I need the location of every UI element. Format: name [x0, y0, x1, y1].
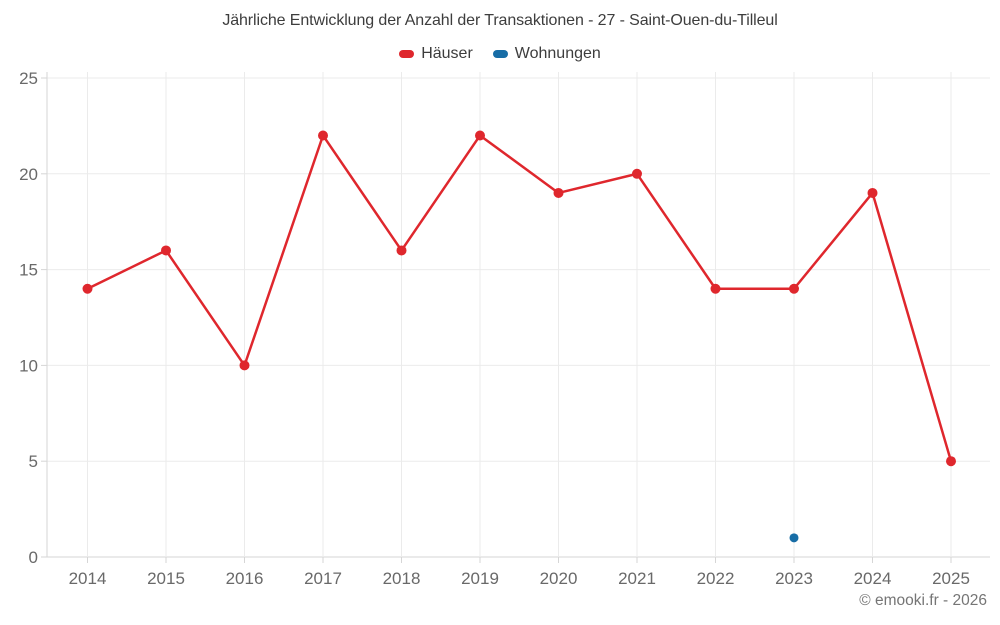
x-axis-tick-label: 2025: [932, 569, 970, 588]
y-axis-tick-label: 25: [19, 69, 38, 88]
x-axis-tick-label: 2018: [383, 569, 421, 588]
x-axis-tick-label: 2022: [697, 569, 735, 588]
y-axis-tick-label: 0: [29, 548, 38, 567]
chart-title: Jährliche Entwicklung der Anzahl der Tra…: [222, 12, 778, 29]
y-axis-tick-label: 20: [19, 165, 38, 184]
x-axis-tick-label: 2019: [461, 569, 499, 588]
häuser-point-2025[interactable]: [946, 456, 956, 467]
häuser-line: [86, 134, 953, 463]
wohnungen-legend-label: Wohnungen: [514, 45, 601, 62]
legend-item-haeuser[interactable]: Häuser: [399, 45, 473, 63]
wohnungen-legend-swatch-icon: [492, 50, 508, 58]
häuser-point-2018[interactable]: [396, 245, 407, 256]
x-axis-tick-label: 2014: [69, 569, 107, 588]
häuser-point-2014[interactable]: [82, 283, 93, 294]
y-axis-tick-label: 15: [19, 261, 38, 280]
legend-item-wohnungen[interactable]: Wohnungen: [492, 45, 601, 63]
chart-legend: Häuser Wohnungen: [0, 45, 1000, 63]
häuser-point-2021[interactable]: [632, 168, 642, 179]
häuser-point-2022[interactable]: [710, 283, 721, 294]
häuser-point-2019[interactable]: [475, 130, 485, 141]
x-axis-tick-label: 2023: [775, 569, 813, 588]
y-axis-tick-label: 5: [29, 452, 38, 471]
x-axis-tick-label: 2017: [304, 569, 342, 588]
häuser-point-2017[interactable]: [318, 130, 328, 141]
y-axis-tick-label: 10: [19, 356, 38, 375]
haeuser-legend-label: Häuser: [421, 45, 473, 62]
häuser-point-2015[interactable]: [161, 245, 171, 256]
x-axis-tick-label: 2024: [854, 569, 892, 588]
häuser-point-2020[interactable]: [553, 187, 564, 198]
häuser-point-2024[interactable]: [867, 187, 878, 198]
x-axis-tick-label: 2016: [226, 569, 264, 588]
häuser-point-2016[interactable]: [239, 360, 250, 371]
x-axis-tick-label: 2021: [618, 569, 656, 588]
copyright-label: © emooki.fr - 2026: [859, 592, 987, 609]
häuser-point-2023[interactable]: [789, 283, 799, 294]
x-axis-tick-label: 2020: [540, 569, 578, 588]
wohnungen-point-2023[interactable]: [789, 533, 799, 543]
x-axis-tick-label: 2015: [147, 569, 185, 588]
haeuser-legend-swatch-icon: [399, 50, 415, 58]
